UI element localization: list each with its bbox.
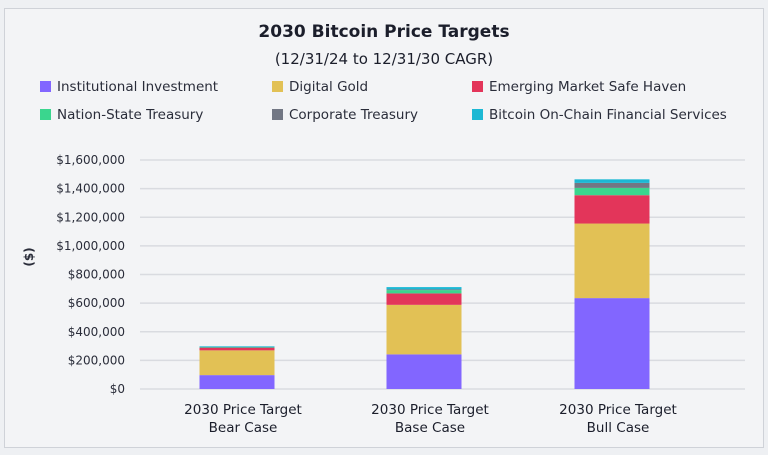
y-tick-label: $400,000: [68, 325, 125, 339]
legend-swatch: [40, 81, 51, 92]
bar-segment: [386, 304, 462, 355]
bar-segment: [574, 179, 650, 183]
x-category-label: 2030 Price Target: [559, 402, 677, 418]
y-tick-label: $600,000: [68, 296, 125, 310]
bar-segment: [199, 347, 275, 351]
legend-swatch: [272, 81, 283, 92]
y-tick-label: $1,400,000: [56, 182, 125, 196]
bar-segment: [199, 375, 275, 389]
legend-label: Digital Gold: [289, 79, 368, 95]
x-category-label: Base Case: [395, 420, 465, 436]
bar-segment: [386, 290, 462, 294]
bar-segment: [574, 223, 650, 299]
legend-label: Bitcoin On-Chain Financial Services: [489, 107, 727, 123]
legend-label: Nation-State Treasury: [57, 107, 203, 123]
legend: Institutional Investment Digital Gold Emer…: [40, 79, 727, 123]
y-tick-label: $0: [110, 382, 125, 396]
bar-segment: [199, 350, 275, 376]
bar-segment: [199, 347, 275, 348]
legend-swatch: [472, 81, 483, 92]
legend-swatch: [40, 109, 51, 120]
y-tick-label: $200,000: [68, 353, 125, 367]
legend-label: Corporate Treasury: [289, 107, 418, 123]
bar-segment: [574, 182, 650, 188]
x-category-label: Bull Case: [587, 420, 650, 436]
y-tick-label: $800,000: [68, 268, 125, 282]
bar-segment: [199, 346, 275, 348]
legend-label: Institutional Investment: [57, 79, 218, 95]
legend-swatch: [472, 109, 483, 120]
x-category-label: 2030 Price Target: [371, 402, 489, 418]
y-tick-label: $1,600,000: [56, 153, 125, 167]
bar-segment: [386, 289, 462, 291]
y-tick-label: $1,200,000: [56, 210, 125, 224]
bars: [199, 179, 650, 389]
chart-title: 2030 Bitcoin Price Targets: [258, 22, 509, 42]
x-category-label: Bear Case: [209, 420, 278, 436]
chart-subtitle: (12/31/24 to 12/31/30 CAGR): [275, 50, 493, 68]
bar-segment: [574, 187, 650, 196]
bar-segment: [386, 287, 462, 290]
bar-segment: [574, 298, 650, 389]
x-axis-categories: 2030 Price Target Bear Case 2030 Price Tar…: [184, 402, 677, 436]
x-category-label: 2030 Price Target: [184, 402, 302, 418]
y-axis-label: ($): [22, 247, 36, 266]
legend-swatch: [272, 109, 283, 120]
bar-segment: [199, 347, 275, 348]
bar-segment: [574, 195, 650, 224]
legend-label: Emerging Market Safe Haven: [489, 79, 686, 95]
bar-segment: [386, 293, 462, 305]
y-tick-label: $1,000,000: [56, 239, 125, 253]
y-axis-ticks: $0 $200,000 $400,000 $600,000 $800,000 $1,000…: [56, 153, 125, 396]
bar-segment: [386, 354, 462, 389]
